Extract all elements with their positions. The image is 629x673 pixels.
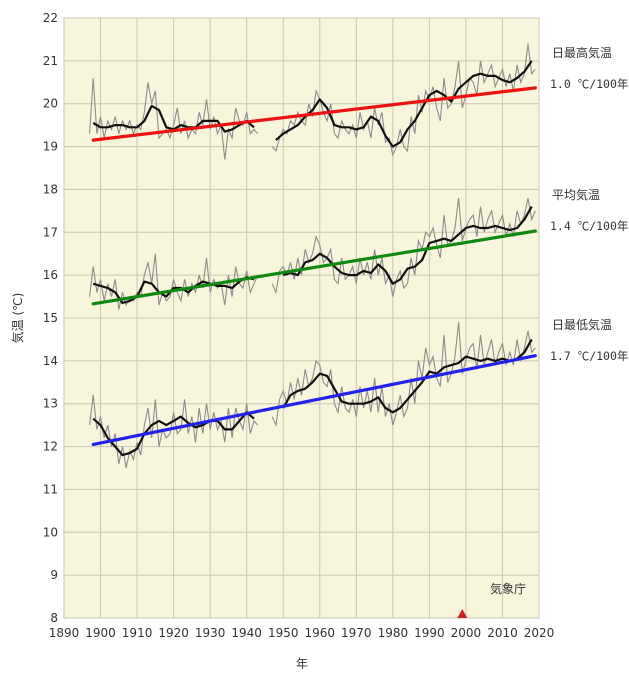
y-tick-label: 11 xyxy=(43,482,58,496)
x-axis-title: 年 xyxy=(296,657,308,671)
x-tick-label: 1930 xyxy=(195,626,226,640)
trend-lines xyxy=(91,86,537,447)
x-tick-label: 1940 xyxy=(231,626,262,640)
trend-rate-label: 1.0 ℃/100年 xyxy=(550,77,628,91)
series-name-label: 平均気温 xyxy=(552,187,600,202)
y-tick-label: 12 xyxy=(43,440,58,454)
trend-rate-label: 1.7 ℃/100年 xyxy=(550,349,628,363)
smoothed-series-line xyxy=(92,338,533,457)
y-axis-title: 気温 (℃) xyxy=(10,293,25,344)
x-tick-label: 1890 xyxy=(49,626,80,640)
y-tick-label: 19 xyxy=(43,140,58,154)
y-tick-label: 21 xyxy=(43,54,58,68)
y-tick-label: 8 xyxy=(50,611,58,625)
x-tick-label: 1980 xyxy=(378,626,409,640)
y-tick-label: 18 xyxy=(43,182,58,196)
x-tick-label: 1900 xyxy=(85,626,116,640)
x-tick-label: 1970 xyxy=(341,626,372,640)
annual-series-line xyxy=(89,43,536,160)
x-tick-label: 1910 xyxy=(122,626,153,640)
y-tick-label: 9 xyxy=(50,568,58,582)
tick-labels: 1890 1900 1910 1920 1930 1940 1950 1960 1970 1980… xyxy=(43,11,555,640)
x-tick-label: 2020 xyxy=(524,626,555,640)
x-tick-label: 2000 xyxy=(451,626,482,640)
y-tick-label: 22 xyxy=(43,11,58,25)
y-tick-label: 17 xyxy=(43,225,58,239)
x-tick-label: 1920 xyxy=(158,626,189,640)
credit-label: 気象庁 xyxy=(490,581,526,596)
trend-line xyxy=(91,229,537,306)
series-name-label: 日最低気温 xyxy=(552,317,612,332)
y-tick-label: 14 xyxy=(43,354,58,368)
smoothed-lines xyxy=(92,60,533,457)
y-tick-label: 20 xyxy=(43,97,58,111)
y-tick-label: 16 xyxy=(43,268,58,282)
x-tick-label: 1950 xyxy=(268,626,299,640)
y-tick-label: 13 xyxy=(43,397,58,411)
x-tick-label: 2010 xyxy=(487,626,518,640)
x-tick-label: 1960 xyxy=(304,626,335,640)
series-name-label: 日最高気温 xyxy=(552,45,612,60)
trend-line xyxy=(91,354,537,447)
gridlines xyxy=(63,17,540,619)
x-tick-label: 1990 xyxy=(414,626,445,640)
year-marker-triangle xyxy=(457,609,468,618)
y-tick-label: 10 xyxy=(43,525,58,539)
trend-line xyxy=(91,86,537,142)
trend-rate-label: 1.4 ℃/100年 xyxy=(550,219,628,233)
y-tick-label: 15 xyxy=(43,311,58,325)
